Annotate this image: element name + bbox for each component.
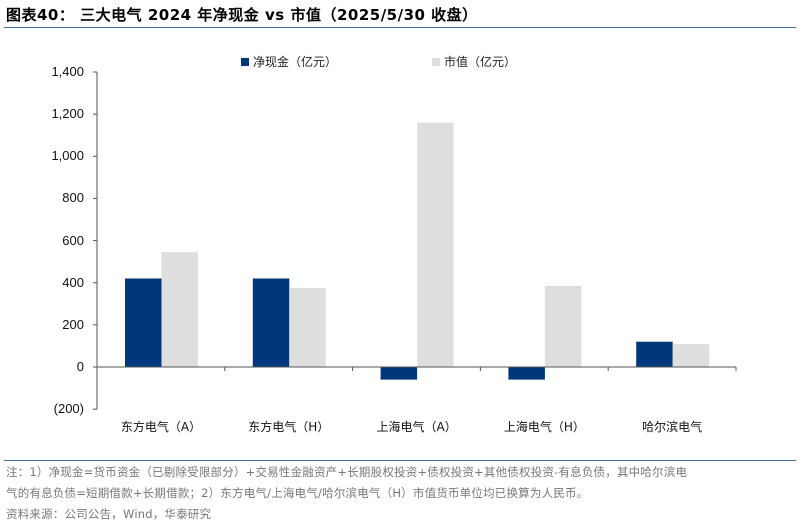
bar-market-cap — [417, 122, 454, 367]
x-category-label: 哈尔滨电气 — [642, 420, 703, 434]
bar-net-cash — [508, 367, 545, 380]
legend-item-market-cap: 市值（亿元） — [432, 53, 516, 70]
y-tick-label: (200) — [53, 401, 84, 417]
legend-item-net-cash: 净现金（亿元） — [241, 53, 337, 70]
x-category-label: 上海电气（A） — [376, 420, 457, 434]
bar-net-cash — [380, 367, 418, 380]
y-tick-label: 1,400 — [51, 64, 84, 79]
y-tick-label: 0 — [76, 359, 84, 374]
chart-title: 图表40： 三大电气 2024 年净现金 vs 市值（2025/5/30 收盘） — [6, 6, 478, 24]
bar-market-cap — [289, 288, 326, 367]
footnote-line-1: 注：1）净现金=货币资金（已剔除受限部分）+交易性金融资产+长期股权投资+债权投… — [6, 465, 688, 479]
x-category-label: 上海电气（H） — [503, 420, 585, 434]
bar-market-cap — [161, 252, 198, 367]
legend-swatch-market-cap — [432, 57, 440, 66]
notes-divider — [4, 460, 796, 461]
bar-net-cash — [636, 341, 673, 367]
bar-chart: 净现金（亿元） 市值（亿元） 1,400 1,200 1,000 800 600 400 2… — [51, 53, 737, 434]
bar-net-cash — [252, 278, 290, 367]
x-category-label: 东方电气（A） — [120, 420, 202, 434]
y-tick-label: 600 — [62, 232, 84, 248]
legend-label-net-cash: 净现金（亿元） — [253, 55, 338, 69]
y-tick-label: 800 — [62, 190, 84, 206]
y-tick-label: 1,000 — [51, 148, 84, 164]
source-note: 资料来源：公司公告，Wind，华泰研究 — [6, 507, 212, 521]
legend-label-market-cap: 市值（亿元） — [444, 55, 517, 69]
bar-market-cap — [544, 285, 582, 367]
legend-swatch-net-cash — [241, 57, 249, 66]
bar-market-cap — [672, 344, 710, 367]
y-tick-label: 400 — [62, 274, 84, 290]
footnote-line-2: 气的有息负债=短期借款+长期借款；2）东方电气/上海电气/哈尔滨电气（H）市值货… — [6, 486, 589, 500]
x-category-label: 东方电气（H） — [248, 420, 330, 434]
plot-area — [93, 71, 737, 410]
title-divider — [4, 27, 796, 28]
y-tick-label: 200 — [62, 316, 84, 332]
y-tick-label: 1,200 — [51, 106, 84, 122]
bar-net-cash — [125, 278, 162, 367]
